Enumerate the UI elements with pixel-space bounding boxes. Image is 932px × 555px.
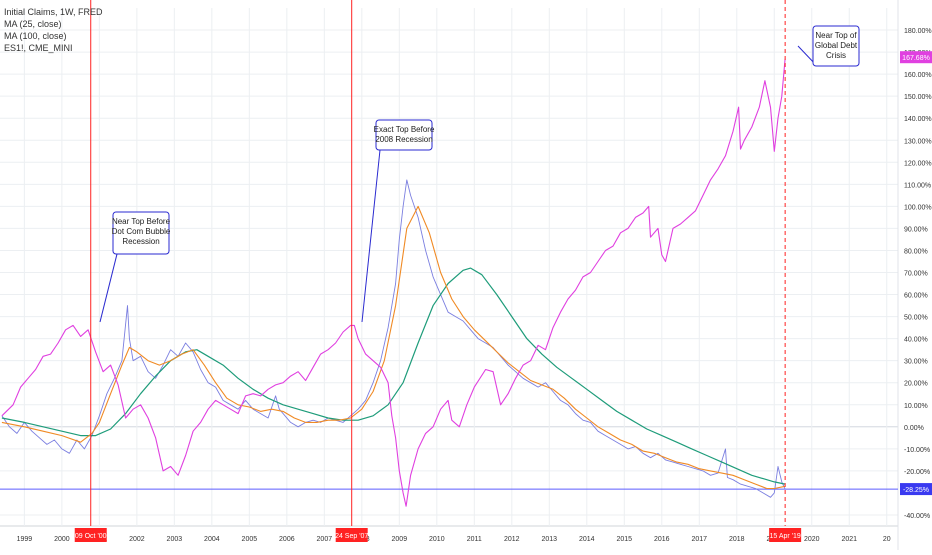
y-tick-label: 120.00%: [904, 160, 932, 167]
x-tick-label: 2015: [616, 536, 632, 543]
x-tick-label: 2007: [317, 536, 333, 543]
x-tick-label: 2010: [429, 536, 445, 543]
y-tick-label: 50.00%: [904, 315, 928, 322]
claims-last-value-label: -28.25%: [903, 487, 929, 494]
x-tick-label: 2011: [467, 536, 482, 543]
x-tick-label: 2020: [804, 536, 820, 543]
x-tick-label: 2014: [579, 536, 595, 543]
x-tick-label: 2002: [129, 536, 145, 543]
y-tick-label: 140.00%: [904, 116, 932, 123]
x-tick-label: 2003: [167, 536, 183, 543]
x-tick-label: 2017: [691, 536, 707, 543]
series-line-ma100: [1, 267, 786, 485]
callout-text-dotcom: Dot Com Bubble: [112, 227, 171, 236]
vertical-marker-label: 09 Oct '00: [75, 533, 107, 540]
legend-ma25: MA (25, close): [4, 19, 62, 29]
y-tick-label: 70.00%: [904, 271, 928, 278]
callout-box: [812, 25, 860, 67]
x-tick-label: 1999: [17, 536, 33, 543]
y-tick-label: -20.00%: [904, 469, 930, 476]
callout-text-dotcom: Near Top Before: [112, 217, 171, 226]
y-tick-label: 150.00%: [904, 94, 932, 101]
x-tick-label: 2016: [654, 536, 670, 543]
y-tick-label: 90.00%: [904, 226, 928, 233]
vertical-marker-label-bg: [335, 528, 368, 542]
y-tick-label: 40.00%: [904, 337, 928, 344]
vertical-marker-label-bg: [769, 528, 802, 542]
callout-text-gfc: Exact Top Before: [374, 125, 435, 134]
legend-series-title: Initial Claims, 1W, FRED: [4, 7, 103, 17]
x-tick-label: 2009: [392, 536, 408, 543]
claims-last-value-bg: [900, 483, 932, 496]
legend: Initial Claims, 1W, FRED MA (25, close) …: [4, 6, 103, 54]
legend-overlay: ES1!, CME_MINI: [4, 43, 73, 53]
series-line-ma25: [1, 205, 786, 490]
y-tick-label: 0.00%: [904, 425, 924, 432]
y-tick-label: 20.00%: [904, 381, 928, 388]
y-tick-label: 60.00%: [904, 293, 928, 300]
es-last-value-bg: [900, 51, 932, 64]
y-tick-label: -10.00%: [904, 447, 930, 454]
x-tick-label: 2013: [542, 536, 558, 543]
callout-pointer: [99, 253, 118, 323]
y-tick-label: 10.00%: [904, 403, 928, 410]
callout-text-debt: Near Top of: [815, 31, 857, 40]
callout-text-gfc: 2008 Recession: [375, 135, 432, 144]
legend-ma100: MA (100, close): [4, 31, 67, 41]
x-tick-label: 2018: [729, 536, 745, 543]
callout-box: [375, 119, 433, 151]
x-tick-label: 2006: [279, 536, 295, 543]
y-tick-label: 160.00%: [904, 72, 932, 79]
y-tick-label: 100.00%: [904, 204, 932, 211]
x-tick-label: 2005: [242, 536, 258, 543]
es-last-value-label: 167.68%: [902, 55, 930, 62]
x-tick-label: 2000: [54, 536, 70, 543]
callout-text-debt: Crisis: [826, 51, 846, 60]
callout-text-dotcom: Recession: [122, 237, 159, 246]
vertical-marker-label: 24 Sep '07: [335, 533, 368, 540]
y-tick-label: -40.00%: [904, 513, 930, 520]
y-tick-label: 30.00%: [904, 359, 928, 366]
series-line-es: [1, 58, 786, 507]
callout-box: [112, 211, 170, 255]
x-tick-label: 2012: [504, 536, 520, 543]
callout-text-debt: Global Debt: [815, 41, 858, 50]
callout-pointer: [361, 149, 381, 323]
x-tick-label: 2004: [204, 536, 220, 543]
y-tick-label: 110.00%: [904, 182, 931, 189]
y-tick-label: 180.00%: [904, 28, 932, 35]
x-tick-label: 20: [883, 536, 891, 543]
y-tick-label: 80.00%: [904, 248, 928, 255]
y-tick-label: 130.00%: [904, 138, 932, 145]
series-line-claims: [1, 179, 786, 498]
x-tick-label: 2021: [841, 536, 857, 543]
vertical-marker-label: 15 Apr '19: [769, 533, 800, 540]
vertical-marker-label-bg: [74, 528, 107, 542]
